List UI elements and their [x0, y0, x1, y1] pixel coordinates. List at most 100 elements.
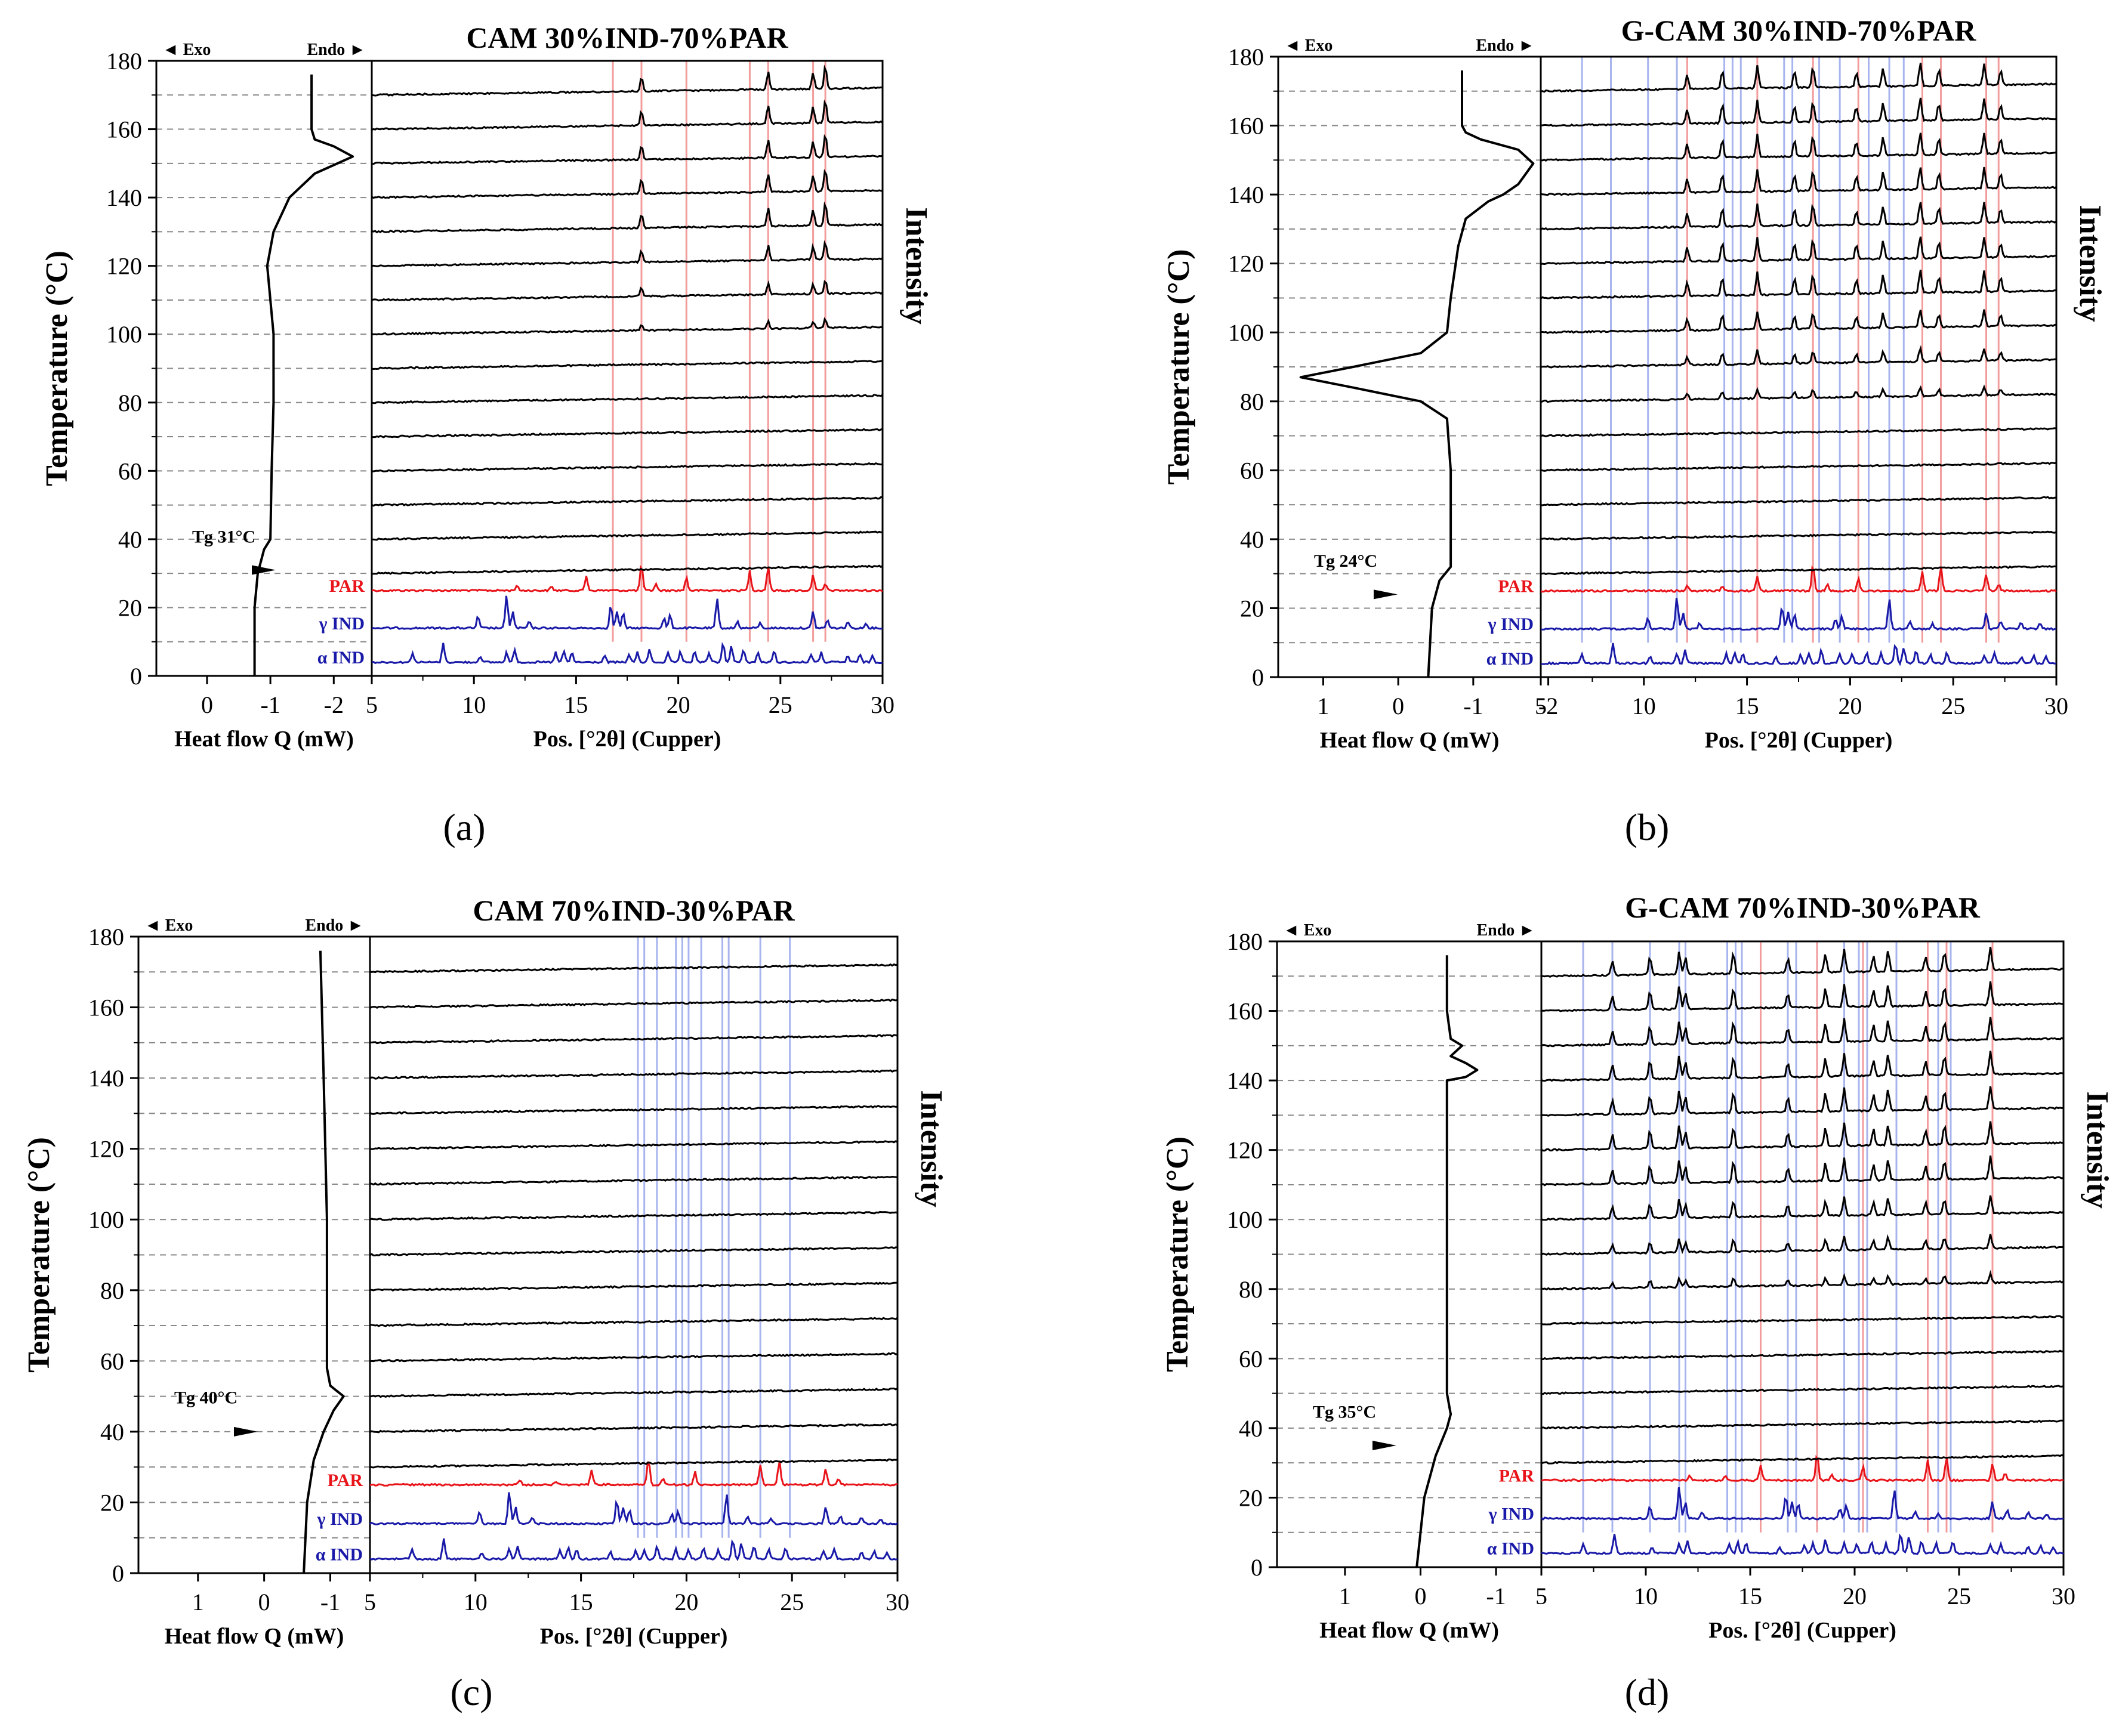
dsc-curve: [1415, 955, 1479, 1568]
panel-title: G-CAM 30%IND-70%PAR: [1621, 14, 1977, 47]
xrd-trace-150: [371, 134, 883, 165]
xrd-trace-80: [1541, 1269, 2064, 1291]
tg-arrow: [1374, 589, 1398, 600]
xrd-x-tick-label: 15: [1735, 693, 1759, 719]
y-tick-label: 60: [1240, 457, 1264, 484]
tg-label: Tg 35°C: [1313, 1402, 1376, 1422]
xrd-x-tick-label: 5: [1535, 693, 1547, 719]
xrd-trace-170: [371, 64, 883, 97]
y-tick-label: 140: [106, 184, 142, 211]
tg-label: Tg 24°C: [1314, 551, 1377, 571]
y-tick-label: 180: [88, 923, 124, 950]
xrd-trace-120: [371, 240, 883, 268]
panel-caption: (d): [1625, 1671, 1670, 1713]
xrd-x-tick-label: 5: [364, 1589, 376, 1615]
dsc-x-tick-label: 0: [1414, 1583, 1426, 1610]
xrd-x-tick-label: 10: [1632, 693, 1656, 719]
xrd-trace-130: [1540, 202, 2057, 231]
ref-label-2: α IND: [316, 1545, 363, 1564]
dsc-x-axis-label: Heat flow Q (mW): [165, 1624, 344, 1649]
y-tick-label: 140: [1227, 1067, 1263, 1094]
xrd-x-tick-label: 20: [1843, 1583, 1867, 1610]
dsc-x-tick-label: 0: [1392, 693, 1404, 719]
y-tick-label: 140: [1228, 181, 1264, 208]
xrd-trace-120: [1540, 236, 2057, 265]
dsc-x-axis-label: Heat flow Q (mW): [1319, 1618, 1499, 1643]
ref-label-2: α IND: [1487, 1539, 1534, 1559]
xrd-trace-40: [369, 1423, 898, 1434]
xrd-trace-70: [371, 428, 883, 438]
xrd-trace-110: [1541, 1155, 2064, 1187]
par-pattern: [1541, 1454, 2064, 1482]
y-tick-label: 20: [1239, 1484, 1263, 1511]
ref-label-0: PAR: [1498, 577, 1534, 597]
xrd-trace-100: [1540, 309, 2057, 334]
xrd-x-tick-label: 20: [1838, 693, 1862, 719]
gamma-ind-pattern: [1540, 597, 2057, 631]
xrd-trace-130: [371, 201, 883, 234]
panel-title: CAM 30%IND-70%PAR: [466, 21, 788, 54]
y-axis-label: Temperature (°C): [22, 1137, 56, 1373]
y-tick-label: 160: [1228, 113, 1264, 140]
xrd-trace-60: [371, 462, 883, 472]
xrd-x-axis-label: Pos. [°2θ] (Cupper): [533, 727, 721, 752]
xrd-trace-50: [1541, 1385, 2064, 1395]
ref-label-2: α IND: [1486, 649, 1534, 669]
dsc-x-tick-label: 1: [1339, 1583, 1351, 1610]
alpha-ind-pattern: [1540, 642, 2057, 666]
alpha-ind-pattern: [371, 642, 883, 665]
xrd-trace-150: [370, 1034, 898, 1045]
dsc-x-tick-label: 1: [1317, 693, 1329, 719]
xrd-trace-60: [369, 1352, 898, 1363]
dsc-x-tick-label: -1: [1486, 1583, 1506, 1610]
y-tick-label: 60: [118, 458, 142, 484]
dsc-x-tick-label: -1: [1463, 693, 1483, 719]
y-tick-label: 40: [118, 526, 142, 553]
tg-arrow: [1372, 1441, 1396, 1451]
exo-label: ◄ Exo: [144, 916, 193, 935]
y-tick-label: 40: [1239, 1415, 1263, 1442]
gamma-ind-pattern: [369, 1492, 898, 1526]
dsc-x-tick-label: 0: [201, 691, 213, 718]
panel-caption: (b): [1625, 806, 1670, 848]
xrd-x-tick-label: 15: [564, 691, 588, 718]
intensity-label: Intensity: [899, 207, 933, 324]
xrd-trace-70: [1541, 1315, 2064, 1326]
xrd-trace-120: [369, 1140, 898, 1150]
ref-label-1: γ IND: [318, 614, 365, 634]
dsc-x-tick-label: -2: [324, 691, 344, 718]
xrd-x-tick-label: 20: [674, 1589, 698, 1615]
y-tick-label: 120: [1228, 251, 1264, 277]
xrd-x-tick-label: 5: [1535, 1583, 1547, 1610]
ref-label-1: γ IND: [1488, 1504, 1534, 1524]
y-tick-label: 40: [100, 1419, 124, 1445]
xrd-trace-140: [369, 1069, 898, 1080]
xrd-trace-160: [371, 99, 883, 131]
par-pattern: [1540, 565, 2057, 593]
dsc-x-tick-label: 1: [192, 1589, 204, 1615]
y-tick-label: 120: [1227, 1137, 1263, 1164]
xrd-x-tick-label: 10: [462, 691, 486, 718]
y-tick-label: 180: [1228, 44, 1264, 70]
xrd-trace-90: [1540, 345, 2057, 369]
xrd-trace-30: [1540, 565, 2057, 576]
xrd-trace-30: [371, 564, 883, 575]
y-tick-label: 0: [112, 1560, 124, 1587]
xrd-x-tick-label: 10: [464, 1589, 488, 1615]
y-tick-label: 20: [118, 594, 142, 621]
xrd-trace-110: [371, 280, 883, 302]
xrd-trace-110: [369, 1175, 898, 1186]
endo-label: Endo ►: [305, 916, 364, 935]
xrd-trace-30: [1541, 1454, 2064, 1465]
xrd-trace-160: [369, 998, 898, 1009]
xrd-trace-60: [1541, 1349, 2064, 1360]
dsc-x-tick-label: -1: [320, 1589, 340, 1615]
y-tick-label: 80: [100, 1277, 124, 1304]
alpha-ind-pattern: [369, 1538, 898, 1561]
ref-label-1: γ IND: [316, 1509, 363, 1529]
